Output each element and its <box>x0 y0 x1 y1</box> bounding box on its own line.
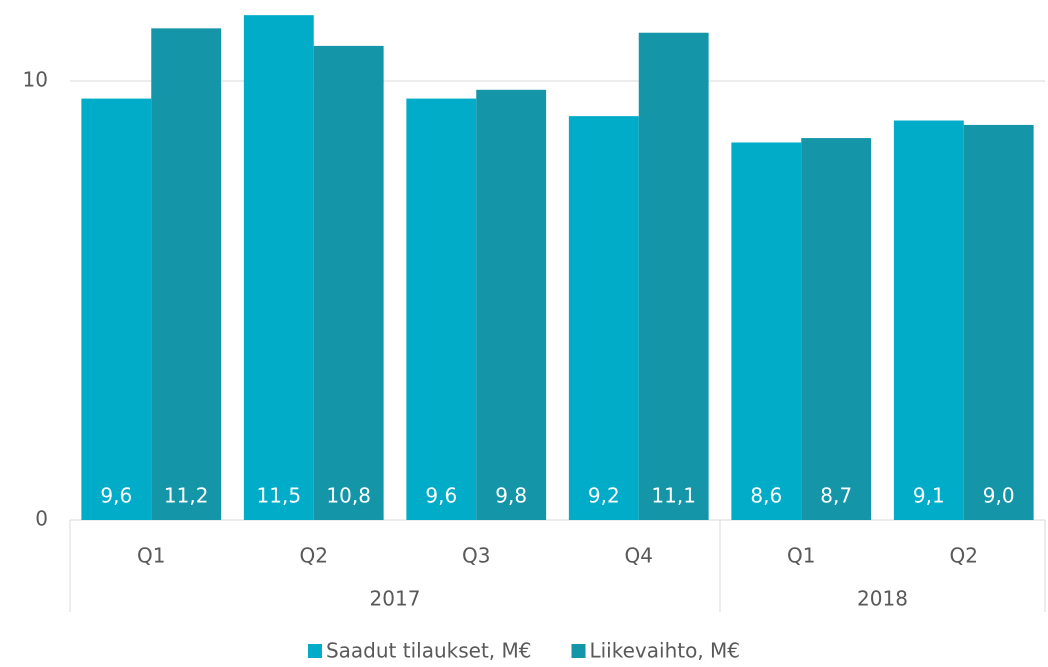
bar <box>801 138 872 520</box>
value-label: 11,2 <box>164 484 209 508</box>
group-label: 2017 <box>370 587 421 611</box>
value-label: 9,0 <box>983 484 1015 508</box>
legend-label: Liikevaihto, M€ <box>589 639 740 663</box>
x-tick-label: Q3 <box>462 544 490 568</box>
x-tick-label: Q1 <box>787 544 815 568</box>
legend-label: Saadut tilaukset, M€ <box>326 639 532 663</box>
y-tick-label: 0 <box>35 507 48 531</box>
legend-swatch <box>307 644 322 658</box>
bar <box>151 28 222 520</box>
value-label: 9,8 <box>495 484 527 508</box>
legend-swatch <box>571 644 586 658</box>
bar <box>731 142 802 520</box>
bar <box>568 116 639 520</box>
bar <box>476 89 547 521</box>
x-tick-label: Q1 <box>137 544 165 568</box>
value-label: 10,8 <box>326 484 371 508</box>
bar <box>313 45 384 520</box>
value-label: 9,6 <box>425 484 457 508</box>
bar <box>638 32 709 520</box>
value-label: 9,1 <box>913 484 945 508</box>
bar <box>893 120 964 520</box>
bar <box>406 98 477 521</box>
value-label: 11,5 <box>257 484 302 508</box>
value-label: 11,1 <box>651 484 696 508</box>
bar <box>81 98 152 521</box>
value-label: 8,6 <box>750 484 782 508</box>
group-label: 2018 <box>857 587 908 611</box>
value-label: 8,7 <box>820 484 852 508</box>
x-tick-label: Q4 <box>625 544 653 568</box>
bar <box>243 15 314 520</box>
x-tick-label: Q2 <box>300 544 328 568</box>
x-tick-label: Q2 <box>950 544 978 568</box>
bar <box>963 124 1034 520</box>
y-tick-label: 10 <box>23 68 48 92</box>
value-label: 9,6 <box>100 484 132 508</box>
value-label: 9,2 <box>588 484 620 508</box>
